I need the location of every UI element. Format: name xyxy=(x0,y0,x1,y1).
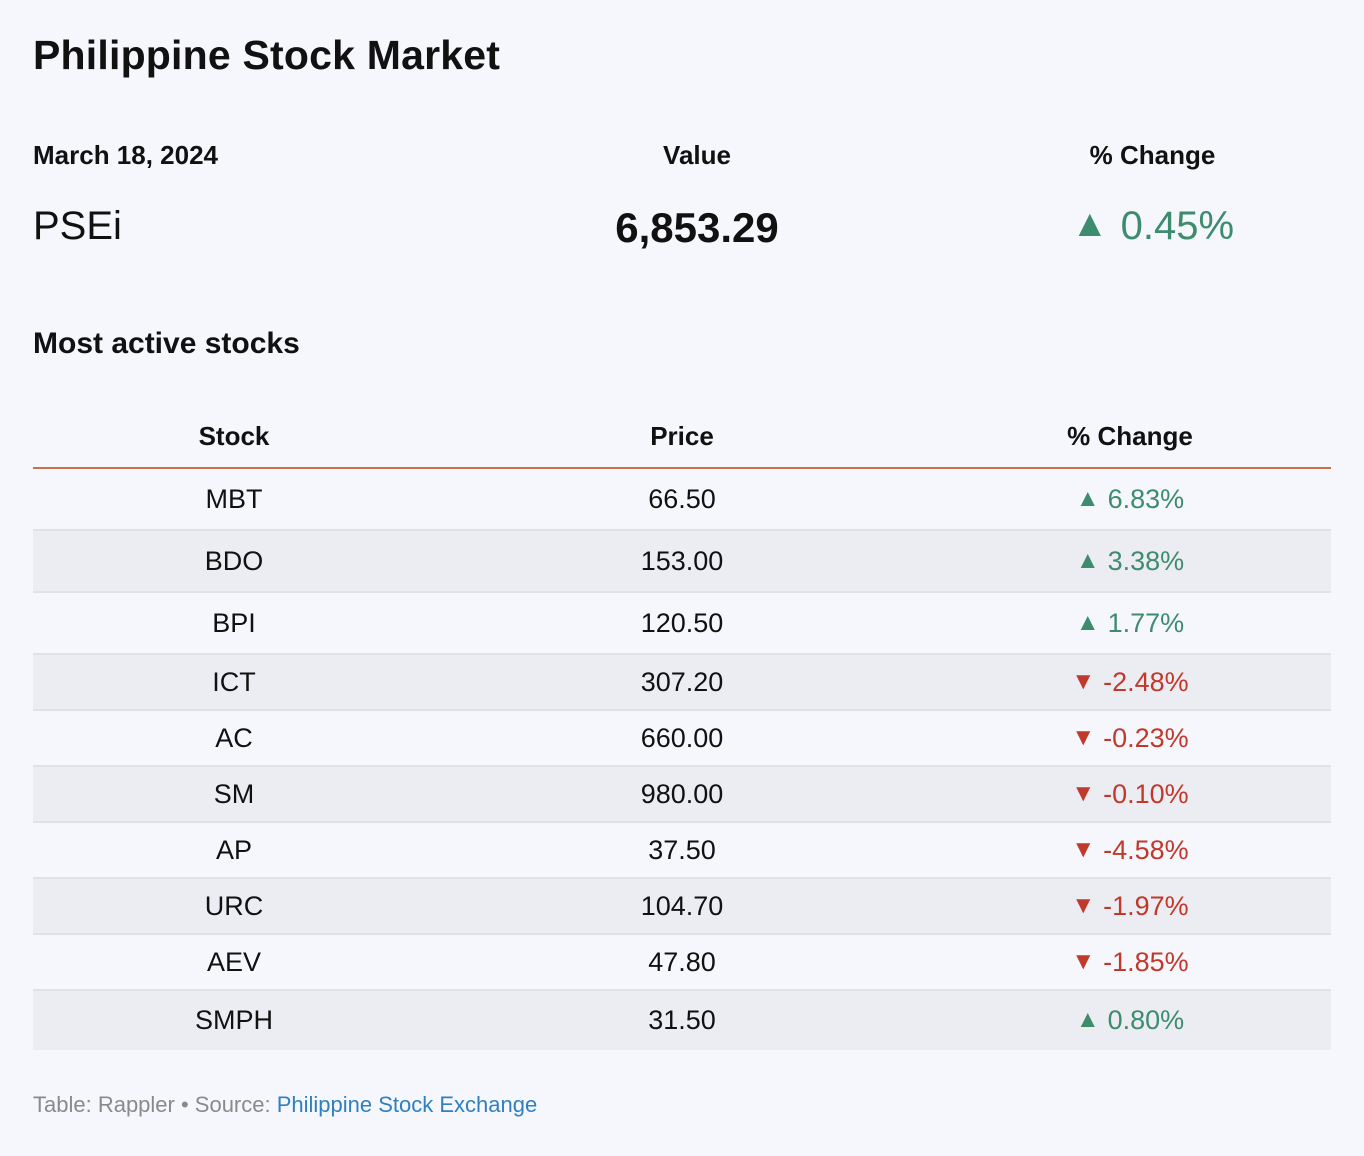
stock-change-value: 0.80% xyxy=(1107,1005,1185,1035)
triangle-down-icon: ▼ xyxy=(1071,947,1096,975)
table-row: ICT 307.20 ▼ -2.48% xyxy=(33,654,1331,711)
stock-symbol: BDO xyxy=(33,530,435,593)
stock-symbol: MBT xyxy=(33,468,435,531)
stock-price: 980.00 xyxy=(435,766,929,823)
column-header-stock[interactable]: Stock xyxy=(33,405,435,469)
stock-price: 660.00 xyxy=(435,710,929,767)
triangle-up-icon: ▲ xyxy=(1075,1006,1100,1033)
table-row: URC 104.70 ▼ -1.97% xyxy=(33,878,1331,935)
page-title: Philippine Stock Market xyxy=(33,32,501,78)
table-row: AC 660.00 ▼ -0.23% xyxy=(33,710,1331,767)
table-row: BDO 153.00 ▲ 3.38% xyxy=(33,530,1331,593)
stock-change: ▼ -1.97% xyxy=(929,878,1331,935)
table-row: SM 980.00 ▼ -0.10% xyxy=(33,766,1331,823)
stock-change-value: 3.38% xyxy=(1107,545,1185,576)
stock-symbol: URC xyxy=(33,878,435,935)
table-header-row: Stock Price % Change xyxy=(33,405,1331,469)
triangle-down-icon: ▼ xyxy=(1071,667,1096,695)
date-label: March 18, 2024 xyxy=(33,140,219,170)
triangle-down-icon: ▼ xyxy=(1071,835,1096,863)
stock-price: 104.70 xyxy=(435,878,929,935)
stock-change: ▲ 1.77% xyxy=(929,592,1331,655)
section-title: Most active stocks xyxy=(33,327,300,360)
stock-change: ▼ -0.10% xyxy=(929,766,1331,823)
index-change-value: 0.45% xyxy=(1120,204,1235,248)
table-row: BPI 120.50 ▲ 1.77% xyxy=(33,592,1331,655)
stock-change-value: -0.10% xyxy=(1103,778,1189,809)
triangle-down-icon: ▼ xyxy=(1071,779,1096,807)
column-header-price[interactable]: Price xyxy=(435,405,929,469)
stock-price: 120.50 xyxy=(435,592,929,655)
stock-price: 307.20 xyxy=(435,654,929,711)
triangle-down-icon: ▼ xyxy=(1071,891,1096,919)
stock-change-value: -1.85% xyxy=(1103,946,1189,977)
stock-change-value: -0.23% xyxy=(1103,722,1189,753)
stock-symbol: AC xyxy=(33,710,435,767)
stock-change-value: -4.58% xyxy=(1103,834,1189,865)
triangle-up-icon: ▲ xyxy=(1075,608,1100,636)
stock-change-value: 1.77% xyxy=(1107,607,1185,638)
stock-change: ▼ -0.23% xyxy=(929,710,1331,767)
footer-prefix: Table: Rappler • Source: xyxy=(33,1092,277,1117)
triangle-up-icon: ▲ xyxy=(1075,484,1100,512)
footer-credit: Table: Rappler • Source: Philippine Stoc… xyxy=(33,1092,537,1118)
index-change: ▲ 0.45% xyxy=(1020,203,1285,249)
change-header: % Change xyxy=(1089,140,1216,170)
table-row: AP 37.50 ▼ -4.58% xyxy=(33,822,1331,879)
stock-price: 37.50 xyxy=(435,822,929,879)
stock-change: ▼ -1.85% xyxy=(929,934,1331,991)
stock-symbol: ICT xyxy=(33,654,435,711)
index-value: 6,853.29 xyxy=(615,204,779,251)
index-name: PSEi xyxy=(33,204,122,248)
stock-price: 47.80 xyxy=(435,934,929,991)
triangle-up-icon: ▲ xyxy=(1070,203,1109,245)
stock-symbol: SM xyxy=(33,766,435,823)
stock-price: 153.00 xyxy=(435,530,929,593)
stock-change-value: -1.97% xyxy=(1103,890,1189,921)
stock-change-value: 6.83% xyxy=(1107,483,1185,514)
stock-change: ▼ -2.48% xyxy=(929,654,1331,711)
stock-symbol: AEV xyxy=(33,934,435,991)
stocks-table: Stock Price % Change MBT 66.50 ▲ 6.83% BDO 15… xyxy=(33,405,1331,1050)
stock-change: ▲ 3.38% xyxy=(929,530,1331,593)
value-header: Value xyxy=(663,140,731,170)
triangle-up-icon: ▲ xyxy=(1075,546,1100,574)
stock-price: 66.50 xyxy=(435,468,929,531)
stock-change-value: -2.48% xyxy=(1103,666,1189,697)
stock-change: ▲ 6.83% xyxy=(929,468,1331,531)
source-link[interactable]: Philippine Stock Exchange xyxy=(276,1092,538,1117)
stock-symbol: SMPH xyxy=(33,990,435,1050)
table-row: AEV 47.80 ▼ -1.85% xyxy=(33,934,1331,991)
stock-price: 31.50 xyxy=(435,990,929,1050)
table-row: MBT 66.50 ▲ 6.83% xyxy=(33,468,1331,531)
column-header-change[interactable]: % Change xyxy=(929,405,1331,469)
stock-symbol: AP xyxy=(33,822,435,879)
table-row: SMPH 31.50 ▲ 0.80% xyxy=(33,990,1331,1050)
stock-change: ▲ 0.80% xyxy=(929,990,1331,1050)
stock-symbol: BPI xyxy=(33,592,435,655)
triangle-down-icon: ▼ xyxy=(1071,723,1096,751)
stock-change: ▼ -4.58% xyxy=(929,822,1331,879)
